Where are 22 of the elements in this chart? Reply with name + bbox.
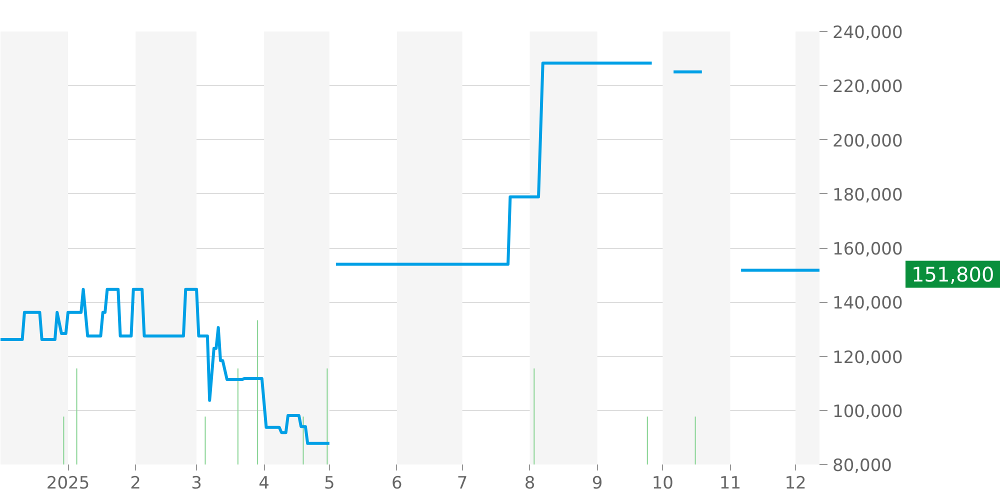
y-tick-label: 100,000 — [832, 402, 903, 422]
y-tick-label: 80,000 — [832, 456, 892, 476]
x-tick-label: 8 — [524, 474, 536, 494]
y-tick-label: 220,000 — [832, 77, 903, 98]
y-tick-label: 240,000 — [832, 23, 903, 43]
y-tick-label: 200,000 — [832, 131, 903, 152]
text: 151,800 — [912, 262, 994, 287]
x-tick-label: 6 — [392, 474, 402, 494]
x-tick-label: 4 — [258, 474, 270, 494]
x-tick-label: 7 — [456, 474, 468, 494]
x-tick-label: 9 — [592, 474, 603, 494]
x-tick-label: 11 — [719, 474, 742, 494]
y-tick-label: 120,000 — [832, 348, 903, 368]
x-tick-label: 3 — [191, 474, 202, 494]
y-tick-label: 140,000 — [832, 294, 903, 314]
x-tick-label: 5 — [324, 474, 335, 494]
x-tick-label: 2 — [130, 474, 141, 494]
x-tick-label: 10 — [652, 474, 674, 494]
x-tick-label: 12 — [784, 474, 806, 494]
y-tick-label: 180,000 — [832, 185, 903, 206]
x-tick-label: 2025 — [46, 474, 90, 494]
y-tick-label: 160,000 — [832, 240, 903, 260]
